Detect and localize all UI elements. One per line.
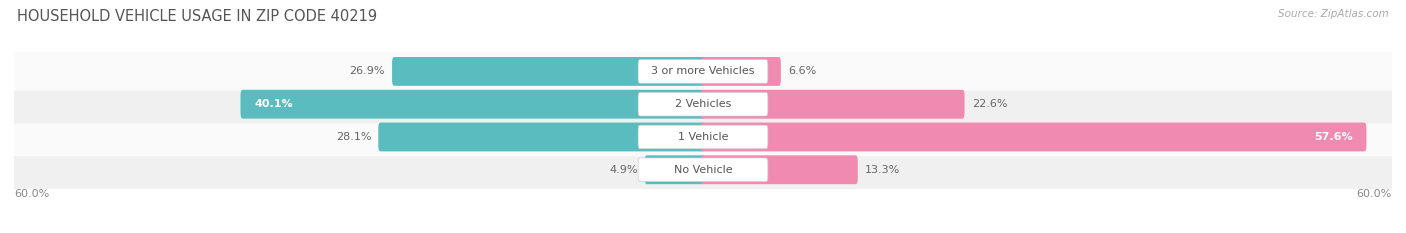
Text: No Vehicle: No Vehicle: [673, 165, 733, 175]
FancyBboxPatch shape: [645, 155, 704, 184]
Text: 3 or more Vehicles: 3 or more Vehicles: [651, 66, 755, 76]
Text: 57.6%: 57.6%: [1315, 132, 1353, 142]
FancyBboxPatch shape: [392, 57, 704, 86]
FancyBboxPatch shape: [702, 155, 858, 184]
Text: 1 Vehicle: 1 Vehicle: [678, 132, 728, 142]
FancyBboxPatch shape: [13, 52, 1393, 91]
FancyBboxPatch shape: [13, 85, 1393, 123]
Text: 2 Vehicles: 2 Vehicles: [675, 99, 731, 109]
FancyBboxPatch shape: [638, 158, 768, 182]
FancyBboxPatch shape: [702, 57, 780, 86]
FancyBboxPatch shape: [378, 123, 704, 151]
Text: 22.6%: 22.6%: [972, 99, 1007, 109]
Text: 40.1%: 40.1%: [254, 99, 292, 109]
FancyBboxPatch shape: [13, 151, 1393, 189]
Text: 60.0%: 60.0%: [14, 189, 49, 199]
FancyBboxPatch shape: [240, 90, 704, 119]
FancyBboxPatch shape: [638, 93, 768, 116]
FancyBboxPatch shape: [638, 60, 768, 83]
FancyBboxPatch shape: [702, 90, 965, 119]
Text: 6.6%: 6.6%: [787, 66, 817, 76]
FancyBboxPatch shape: [702, 123, 1367, 151]
Text: 4.9%: 4.9%: [609, 165, 637, 175]
FancyBboxPatch shape: [638, 125, 768, 149]
Text: HOUSEHOLD VEHICLE USAGE IN ZIP CODE 40219: HOUSEHOLD VEHICLE USAGE IN ZIP CODE 4021…: [17, 9, 377, 24]
FancyBboxPatch shape: [13, 118, 1393, 156]
Text: Source: ZipAtlas.com: Source: ZipAtlas.com: [1278, 9, 1389, 19]
Text: 60.0%: 60.0%: [1357, 189, 1392, 199]
Text: 28.1%: 28.1%: [336, 132, 371, 142]
Text: 13.3%: 13.3%: [865, 165, 900, 175]
Text: 26.9%: 26.9%: [350, 66, 385, 76]
